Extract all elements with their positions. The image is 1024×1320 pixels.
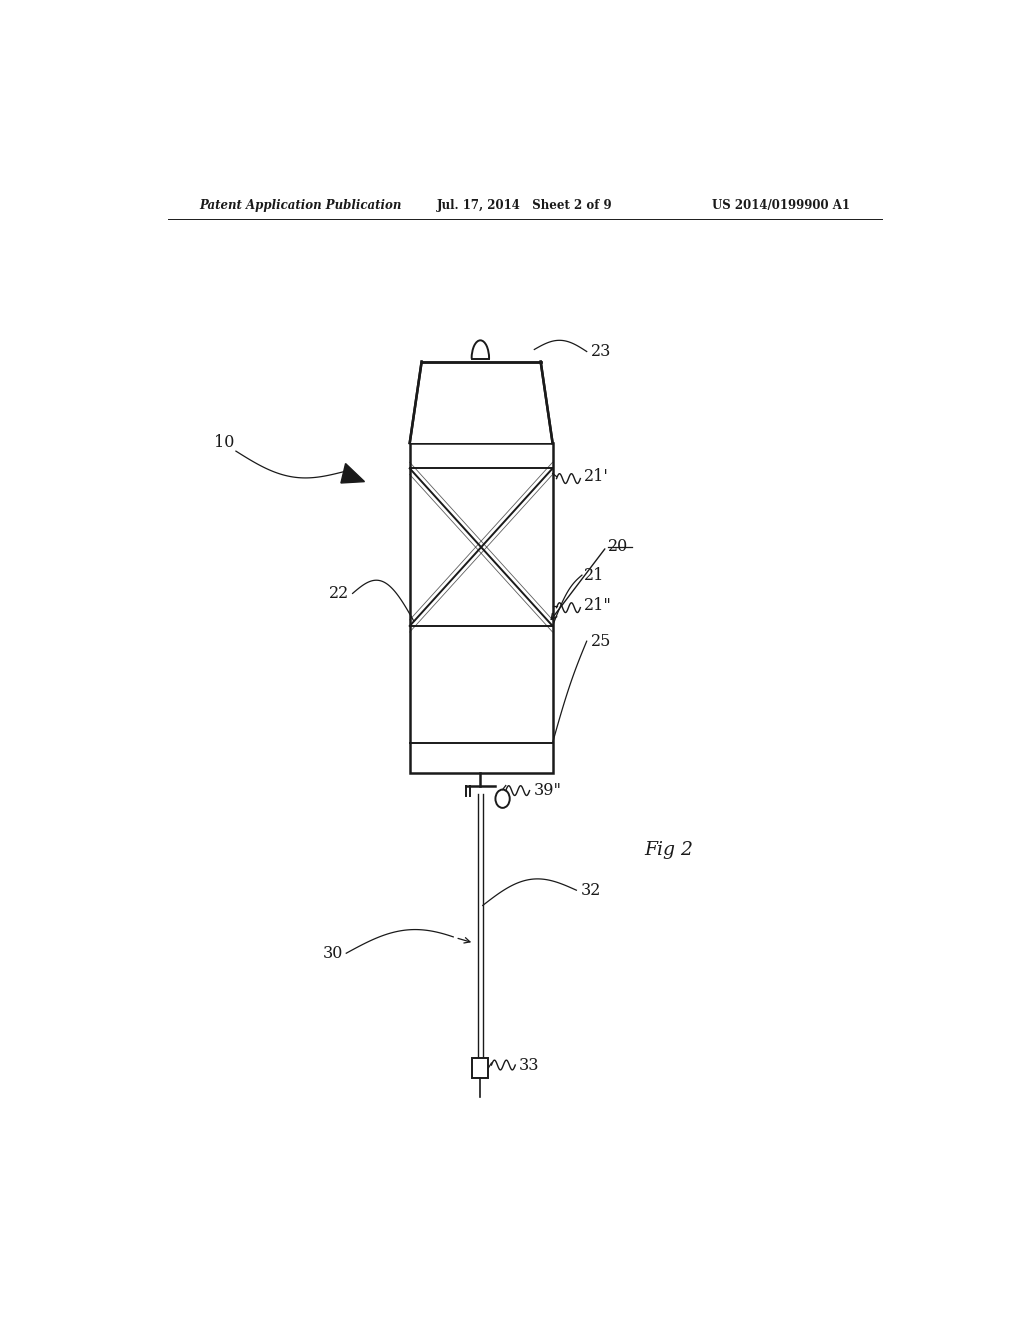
Circle shape: [496, 789, 510, 808]
Text: 20: 20: [608, 539, 629, 556]
Text: 33: 33: [519, 1056, 540, 1073]
Text: US 2014/0199900 A1: US 2014/0199900 A1: [712, 199, 850, 213]
Text: 22: 22: [329, 585, 349, 602]
Text: Fig 2: Fig 2: [644, 841, 692, 858]
Text: Patent Application Publication: Patent Application Publication: [200, 199, 401, 213]
Text: 25: 25: [591, 632, 611, 649]
Text: 32: 32: [581, 882, 601, 899]
Text: 39": 39": [534, 783, 561, 799]
Text: Jul. 17, 2014   Sheet 2 of 9: Jul. 17, 2014 Sheet 2 of 9: [437, 199, 612, 213]
Text: 21: 21: [584, 566, 604, 583]
Bar: [410, 444, 553, 774]
Text: 21': 21': [585, 469, 609, 484]
Polygon shape: [341, 463, 365, 483]
Text: 23: 23: [591, 343, 611, 360]
Text: 30: 30: [323, 945, 343, 962]
Polygon shape: [410, 362, 553, 444]
Text: 21": 21": [585, 597, 612, 614]
Text: 10: 10: [214, 434, 234, 451]
Bar: [472, 1057, 488, 1078]
